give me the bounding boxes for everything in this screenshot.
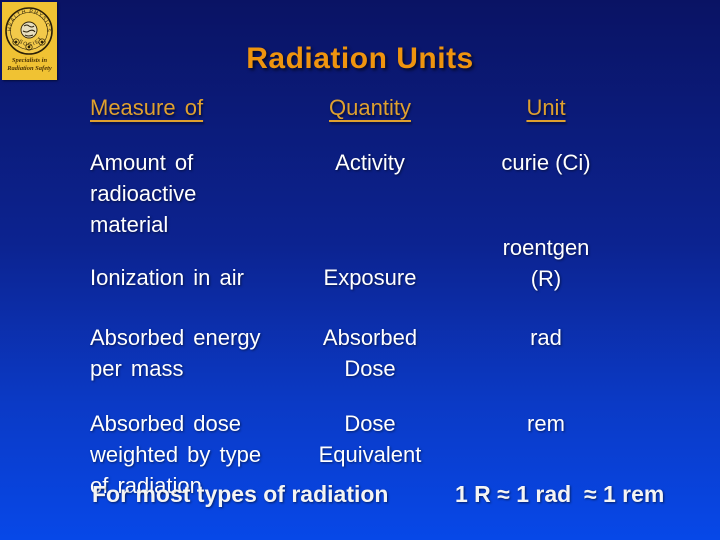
table-cell-unit: rad — [415, 322, 677, 353]
cell-line: Equivalent — [318, 442, 422, 467]
column-header-label: Unit — [526, 95, 566, 120]
cell-line: of radiation — [90, 473, 202, 498]
hps-emblem-icon: HEALTH PHYSICS SOCIETY — [2, 2, 53, 55]
table-cell-unit: rem — [415, 408, 677, 439]
table-cell-unit: curie (Ci) — [415, 147, 677, 178]
column-header-measure-of: Measure of — [90, 92, 304, 123]
cell-line: per mass — [90, 356, 184, 381]
table-cell-measure: Ionization in air — [90, 262, 304, 293]
table-cell-quantity: Dose Equivalent — [300, 408, 440, 470]
table-cell-unit: roentgen (R) — [415, 232, 677, 294]
cell-line: radioactive — [90, 181, 197, 206]
cell-line: Dose — [344, 356, 396, 381]
cell-line: Absorbed — [322, 325, 418, 350]
cell-line: rem — [527, 411, 565, 436]
logo-tagline: Specialists in Radiation Safety — [2, 57, 57, 73]
logo-tagline-line1: Specialists in — [11, 57, 48, 64]
cell-line: Absorbed energy — [90, 325, 261, 350]
cell-line: Dose — [344, 411, 396, 436]
cell-line: roentgen — [502, 235, 590, 260]
cell-line: Activity — [335, 150, 405, 175]
column-header-unit: Unit — [415, 92, 677, 123]
table-cell-quantity: Exposure — [300, 262, 440, 293]
cell-line: curie (Ci) — [501, 150, 591, 175]
cell-line: (R) — [530, 266, 562, 291]
cell-line: rad — [530, 325, 562, 350]
hps-logo: HEALTH PHYSICS SOCIETY Specialists in Ra… — [2, 2, 57, 80]
table-cell-measure: Absorbed energy per mass — [90, 322, 304, 384]
cell-line: Amount of — [90, 150, 194, 175]
cell-line: Exposure — [323, 265, 417, 290]
table-cell-quantity: Absorbed Dose — [300, 322, 440, 384]
cell-line: material — [90, 212, 169, 237]
cell-line: Absorbed dose — [90, 411, 241, 436]
column-header-quantity: Quantity — [300, 92, 440, 123]
logo-tagline-line2: Radiation Safety — [7, 65, 52, 72]
slide-title: Radiation Units — [246, 42, 474, 75]
table-cell-measure: Amount of radioactive material — [90, 147, 304, 240]
cell-line: Ionization in air — [90, 265, 244, 290]
column-header-label: Quantity — [329, 95, 411, 120]
cell-line: weighted by type — [90, 442, 262, 467]
footer-equivalence: 1 R ≈ 1 rad ≈ 1 rem — [455, 481, 665, 507]
column-header-label: Measure of — [90, 95, 204, 120]
table-cell-quantity: Activity — [300, 147, 440, 178]
table-cell-measure: Absorbed dose weighted by type of radiat… — [90, 408, 304, 501]
footer-note: For most types of radiation — [92, 481, 389, 507]
